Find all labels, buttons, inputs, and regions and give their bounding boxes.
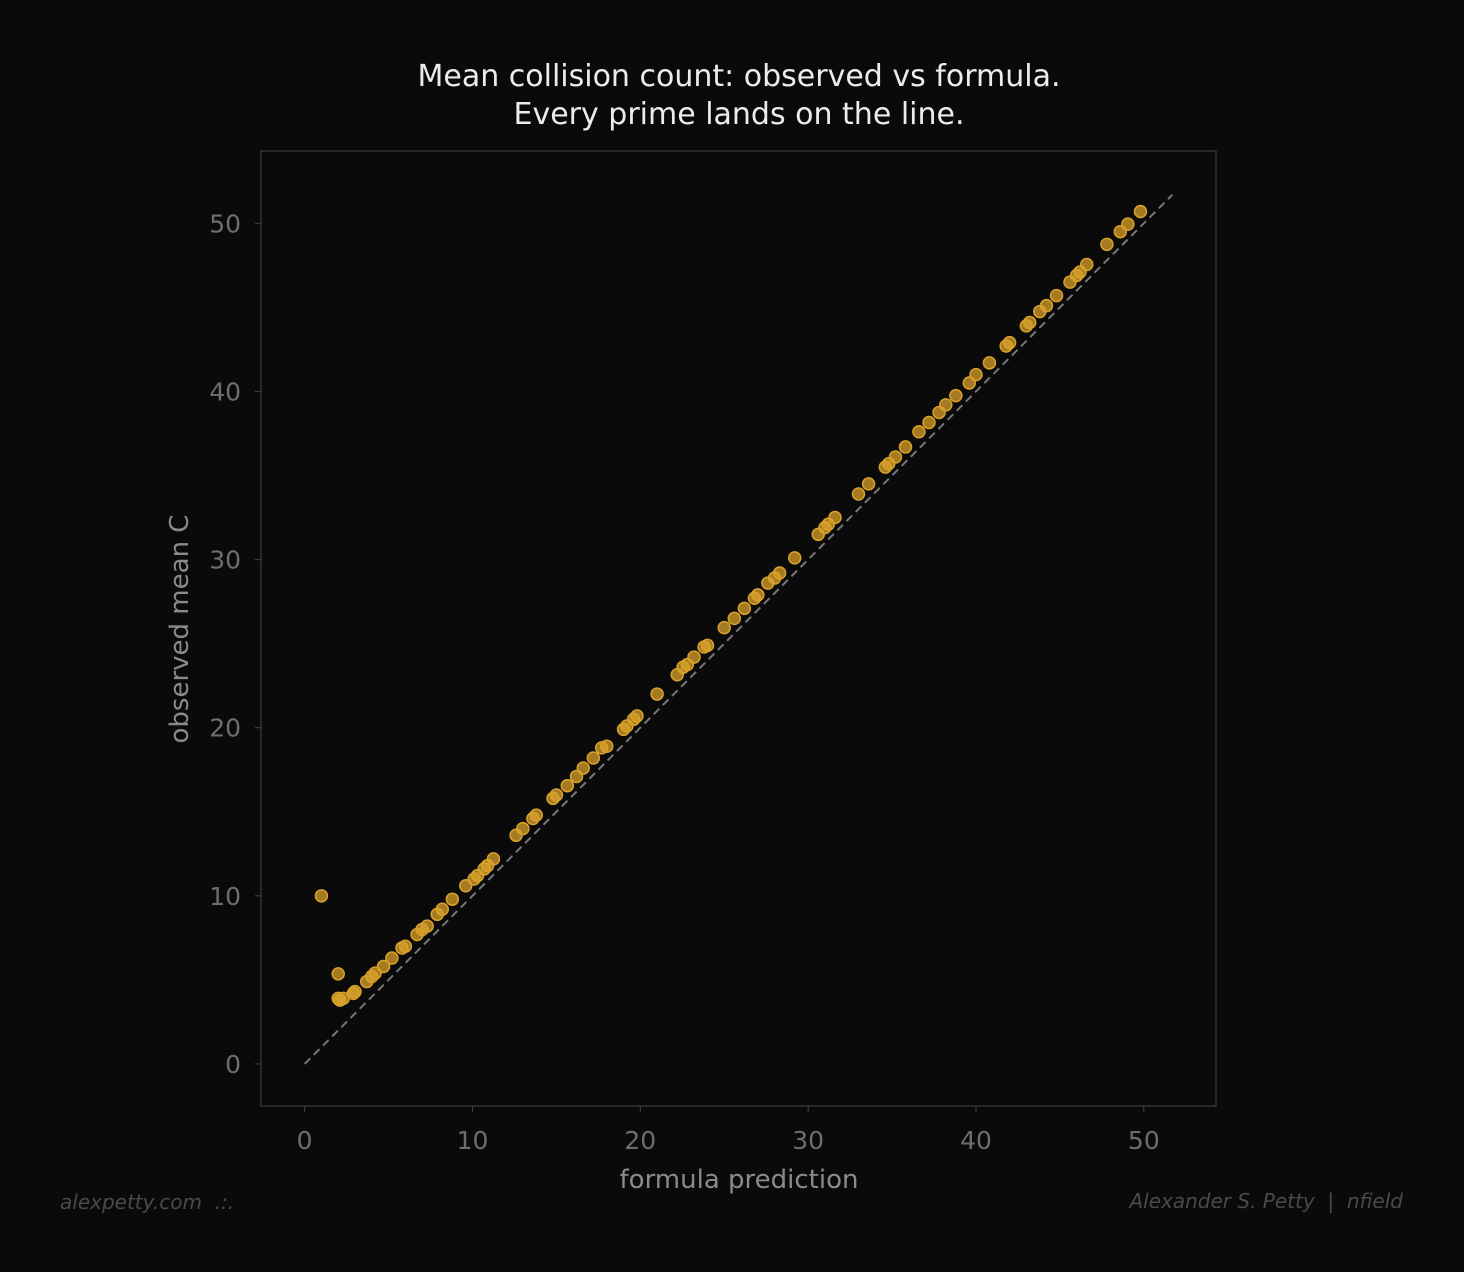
data-point bbox=[700, 638, 715, 653]
data-point bbox=[737, 601, 752, 616]
data-point bbox=[939, 398, 953, 412]
data-point bbox=[1049, 288, 1064, 303]
data-point bbox=[435, 902, 450, 917]
data-point bbox=[650, 687, 664, 701]
data-point bbox=[949, 388, 963, 403]
data-point bbox=[516, 821, 530, 836]
data-point bbox=[898, 440, 913, 454]
chart-title-line-2: Every prime lands on the line. bbox=[513, 97, 964, 132]
data-point bbox=[727, 611, 742, 626]
data-point bbox=[751, 588, 765, 602]
data-point bbox=[912, 425, 926, 439]
data-point bbox=[687, 650, 701, 664]
data-point bbox=[1080, 257, 1094, 272]
y-axis: 0 10 20 30 40 50 bbox=[209, 209, 261, 1079]
data-point bbox=[376, 959, 391, 974]
data-point bbox=[969, 367, 983, 382]
data-point bbox=[772, 566, 787, 580]
data-point bbox=[445, 892, 460, 906]
y-tick-label: 20 bbox=[209, 714, 241, 743]
data-point bbox=[828, 510, 842, 525]
data-point bbox=[599, 739, 614, 753]
data-point bbox=[787, 551, 802, 565]
data-point bbox=[861, 477, 876, 491]
footer-site: alexpetty.com .:. bbox=[60, 1190, 234, 1214]
y-tick-label: 40 bbox=[209, 377, 241, 406]
data-point bbox=[398, 939, 413, 954]
data-point bbox=[851, 487, 866, 501]
data-point bbox=[922, 415, 936, 430]
x-tick-label: 10 bbox=[457, 1126, 489, 1155]
data-point bbox=[1121, 217, 1135, 231]
y-axis-label: observed mean C bbox=[165, 515, 195, 744]
y-tick-label: 30 bbox=[209, 546, 241, 575]
data-point bbox=[1100, 237, 1114, 252]
x-tick-label: 0 bbox=[297, 1126, 313, 1155]
x-tick-label: 30 bbox=[792, 1126, 824, 1155]
data-point bbox=[1133, 204, 1148, 219]
data-point bbox=[385, 951, 399, 965]
data-point bbox=[314, 889, 329, 903]
data-point bbox=[529, 808, 544, 822]
x-tick-label: 50 bbox=[1128, 1126, 1160, 1155]
data-point bbox=[586, 751, 601, 765]
x-axis-label: formula prediction bbox=[620, 1165, 859, 1195]
data-point bbox=[1022, 315, 1037, 330]
data-point bbox=[549, 788, 564, 802]
identity-reference-line bbox=[303, 194, 1174, 1065]
data-point bbox=[331, 967, 345, 981]
footer-author: Alexander S. Petty | nfield bbox=[1127, 1189, 1403, 1213]
data-point bbox=[1039, 298, 1054, 313]
x-tick-label: 40 bbox=[960, 1126, 992, 1155]
data-point bbox=[1002, 335, 1017, 350]
data-point bbox=[576, 761, 590, 775]
data-point bbox=[560, 778, 575, 793]
x-tick-label: 20 bbox=[624, 1126, 656, 1155]
data-point bbox=[348, 984, 362, 999]
data-points bbox=[314, 204, 1148, 1007]
data-point bbox=[486, 852, 501, 866]
data-point bbox=[888, 450, 903, 464]
chart-title-line-1: Mean collision count: observed vs formul… bbox=[417, 59, 1060, 94]
y-tick-label: 50 bbox=[209, 209, 241, 238]
data-point bbox=[630, 709, 644, 723]
y-tick-label: 10 bbox=[209, 882, 241, 911]
data-point bbox=[717, 620, 731, 635]
x-axis: 0 10 20 30 40 50 bbox=[297, 1106, 1160, 1155]
y-tick-label: 0 bbox=[225, 1050, 241, 1079]
data-point bbox=[982, 356, 997, 370]
data-point bbox=[420, 919, 434, 933]
